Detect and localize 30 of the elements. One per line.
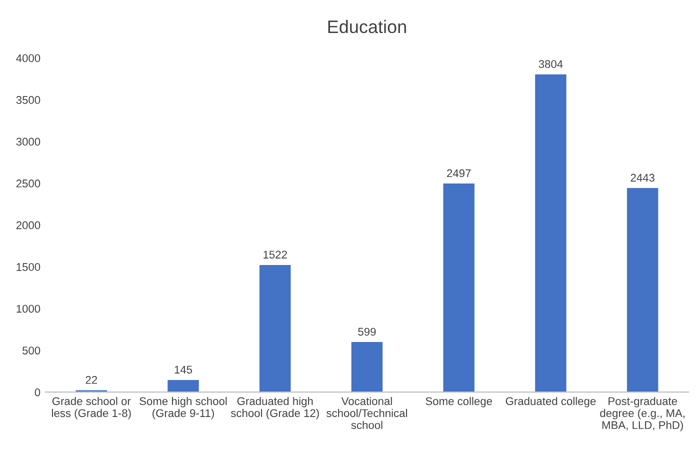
y-tick-label: 2500 xyxy=(16,180,40,188)
x-tick-label: Grade school or less (Grade 1-8) xyxy=(52,396,131,420)
y-tick-label: 1000 xyxy=(16,304,40,313)
y-tick-label: 4000 xyxy=(16,54,40,62)
y-tick-label: 0 xyxy=(34,388,40,396)
x-tick-label: Vocational school/Technical school xyxy=(326,396,407,430)
y-tick-label: 3000 xyxy=(16,138,40,146)
data-label: 1522 xyxy=(264,250,287,259)
x-tick-label: Post-graduate degree (e.g., MA, MBA, LLD, PhD) xyxy=(600,396,685,432)
bar xyxy=(259,264,291,392)
x-tick-label: Graduated college xyxy=(506,396,596,408)
bar xyxy=(626,188,658,392)
data-label: 2443 xyxy=(630,174,654,182)
bar xyxy=(168,380,199,392)
y-tick-label: 3500 xyxy=(16,96,40,104)
data-label: 22 xyxy=(86,376,97,384)
x-tick-label: Some college xyxy=(426,396,492,408)
y-tick-label: 1500 xyxy=(16,263,40,271)
chart-title: Education xyxy=(328,20,406,34)
data-label: 145 xyxy=(174,366,192,374)
data-label: 3804 xyxy=(538,60,563,68)
y-tick-label: 500 xyxy=(22,346,40,354)
bar xyxy=(351,342,383,392)
y-tick-label: 2000 xyxy=(16,221,40,230)
data-label: 2497 xyxy=(447,169,471,178)
data-label: 599 xyxy=(358,328,376,336)
bar xyxy=(443,184,474,392)
x-tick-label: Some high school (Grade 9-11) xyxy=(140,396,227,420)
bar xyxy=(535,74,566,392)
x-tick-label: Graduated high school (Grade 12) xyxy=(230,396,319,420)
